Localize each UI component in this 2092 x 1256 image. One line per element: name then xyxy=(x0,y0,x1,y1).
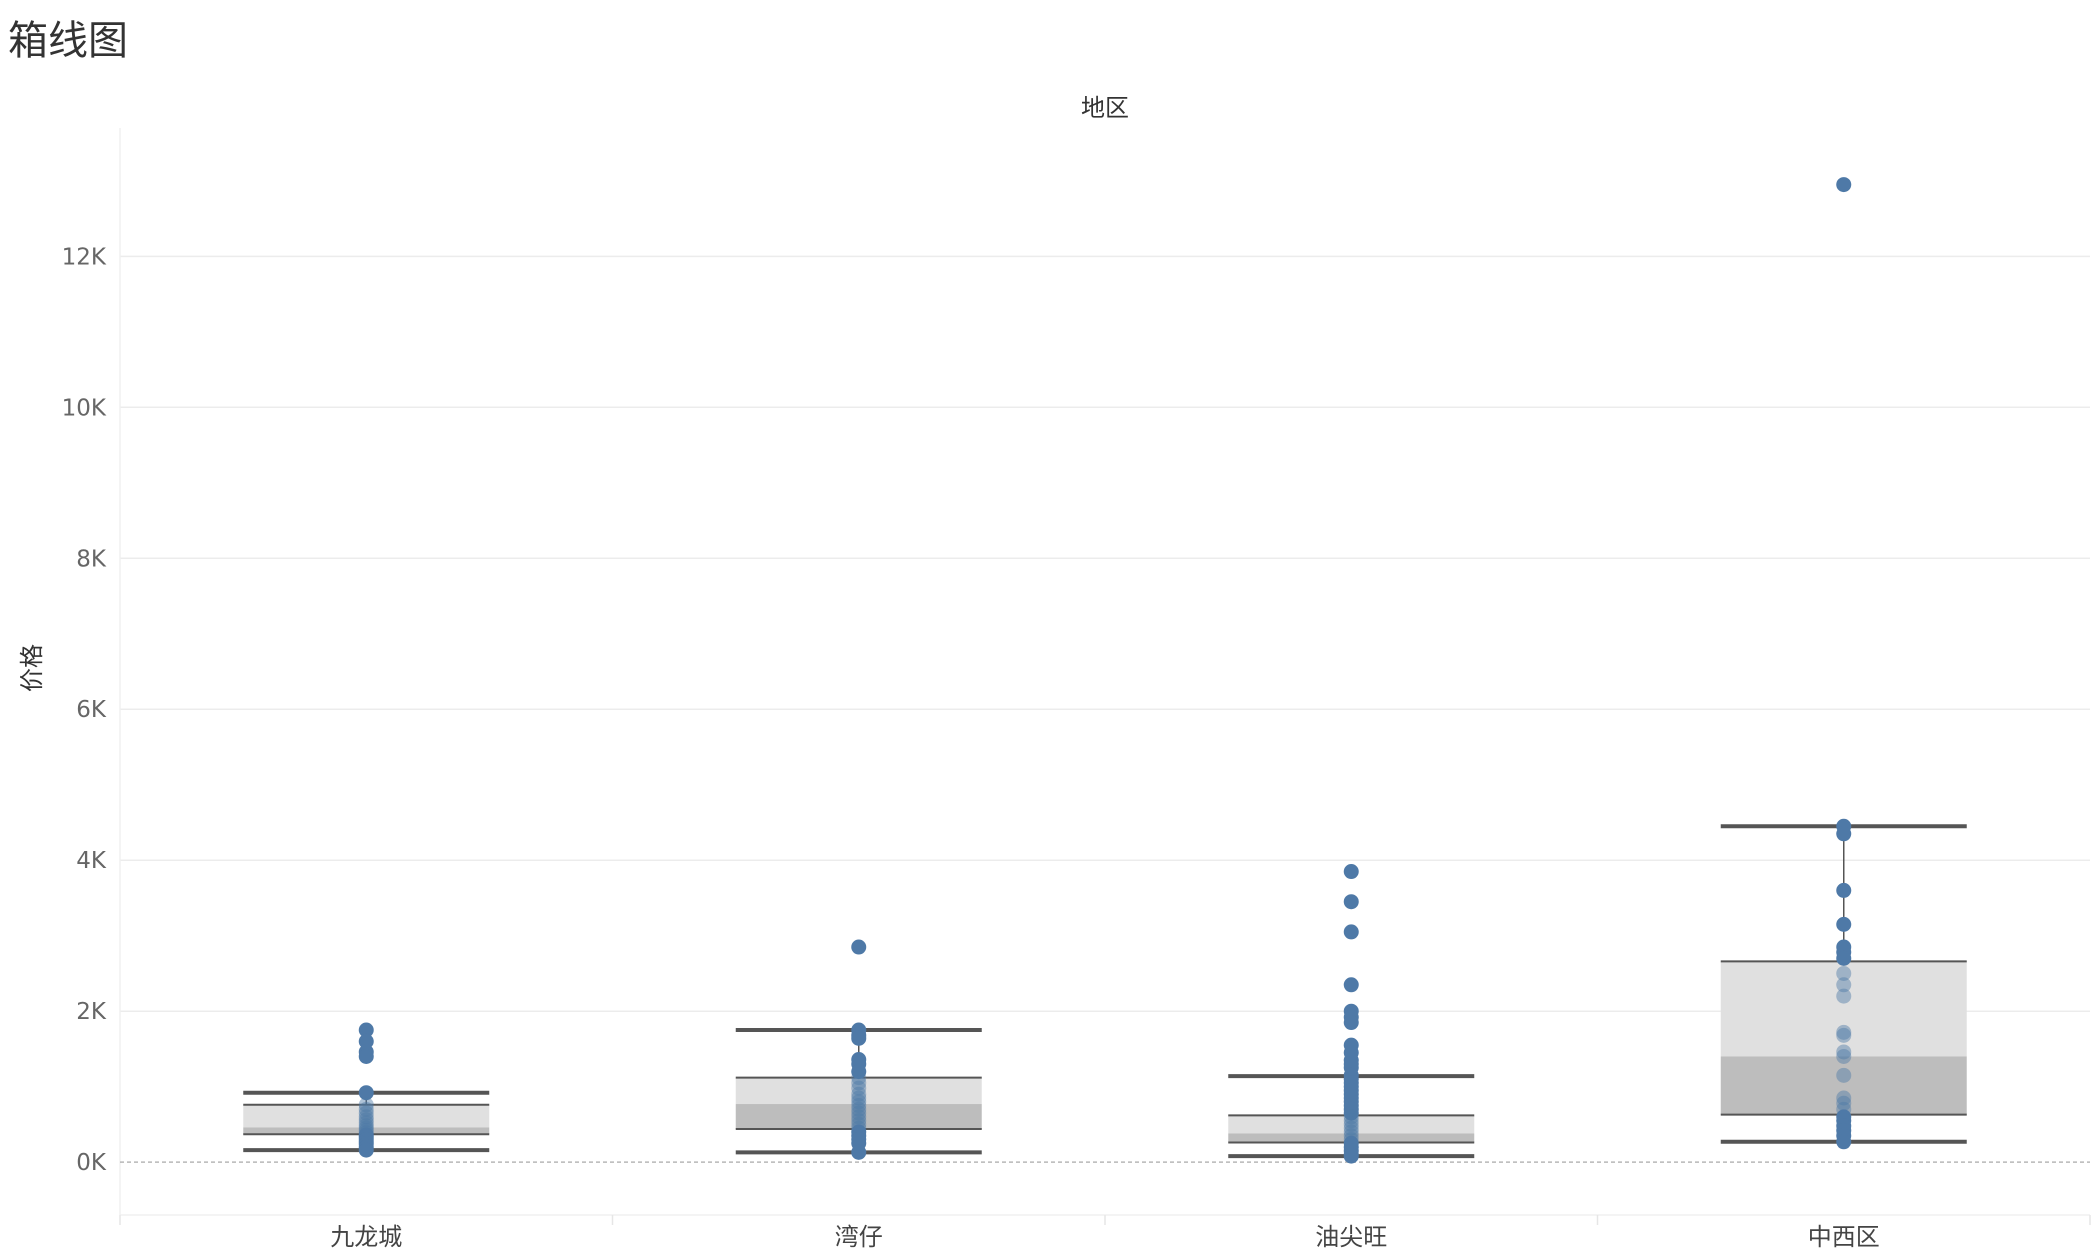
data-point xyxy=(1343,894,1359,910)
data-point xyxy=(1836,916,1852,932)
data-point xyxy=(1343,977,1359,993)
data-point xyxy=(1836,1134,1852,1150)
box-upper-half xyxy=(735,1077,982,1105)
data-point xyxy=(1836,965,1852,981)
data-point xyxy=(358,1115,374,1131)
data-point xyxy=(358,1109,374,1125)
data-point xyxy=(1836,177,1852,193)
column-header-title: 地区 xyxy=(1081,94,1129,122)
box-lower-half xyxy=(1720,1056,1967,1115)
data-point xyxy=(1836,950,1852,966)
data-point xyxy=(1836,1027,1852,1043)
data-point xyxy=(851,1101,867,1117)
data-point xyxy=(358,1085,374,1101)
data-point xyxy=(851,1064,867,1080)
data-point xyxy=(851,1094,867,1110)
box-upper-half xyxy=(1720,961,1967,1057)
data-point xyxy=(1343,1113,1359,1129)
data-point xyxy=(1836,1024,1852,1040)
data-point xyxy=(1343,1105,1359,1121)
y-tick-label: 2K xyxy=(76,999,107,1025)
data-point xyxy=(851,1113,867,1129)
y-tick-label: 4K xyxy=(76,848,107,874)
data-point xyxy=(358,1112,374,1128)
data-point xyxy=(1836,977,1852,993)
data-point xyxy=(851,1144,867,1160)
data-point xyxy=(1343,1109,1359,1125)
data-point xyxy=(1836,1048,1852,1064)
data-point xyxy=(1343,1120,1359,1136)
data-point xyxy=(358,1101,374,1117)
data-point xyxy=(358,1105,374,1121)
page-title: 箱线图 xyxy=(8,18,128,64)
x-category-label: 油尖旺 xyxy=(1315,1223,1387,1251)
data-point xyxy=(358,1022,374,1038)
data-point xyxy=(358,1033,374,1049)
data-point xyxy=(851,1109,867,1125)
data-point xyxy=(358,1048,374,1064)
data-point xyxy=(1343,924,1359,940)
box-upper-half xyxy=(1228,1115,1475,1134)
y-tick-label: 8K xyxy=(76,546,107,572)
data-point xyxy=(1836,1067,1852,1083)
data-point xyxy=(851,1070,867,1086)
y-axis-title: 价格 xyxy=(18,644,46,692)
data-point xyxy=(1836,826,1852,842)
x-category-label: 中西区 xyxy=(1808,1223,1880,1251)
data-point xyxy=(851,1086,867,1102)
data-point xyxy=(1343,1148,1359,1164)
x-category-label: 九龙城 xyxy=(330,1223,402,1251)
data-point xyxy=(1836,1095,1852,1111)
y-tick-label: 0K xyxy=(76,1150,107,1176)
y-tick-label: 10K xyxy=(62,395,107,421)
data-point xyxy=(1343,1116,1359,1132)
data-point xyxy=(1836,988,1852,1004)
y-tick-label: 12K xyxy=(62,244,107,270)
box-upper-half xyxy=(243,1104,490,1128)
data-point xyxy=(851,1098,867,1114)
data-point xyxy=(358,1097,374,1113)
data-point xyxy=(1343,864,1359,880)
data-point xyxy=(851,1090,867,1106)
data-point xyxy=(851,1080,867,1096)
data-point xyxy=(1836,1044,1852,1060)
data-point xyxy=(851,939,867,955)
x-category-label: 湾仔 xyxy=(835,1223,883,1251)
y-tick-label: 6K xyxy=(76,697,107,723)
data-point xyxy=(1836,1090,1852,1106)
data-point xyxy=(1836,882,1852,898)
data-point xyxy=(851,1030,867,1046)
data-point xyxy=(1343,1124,1359,1140)
data-point xyxy=(851,1075,867,1091)
data-point xyxy=(851,1105,867,1121)
data-point xyxy=(358,1142,374,1158)
data-point xyxy=(1343,1015,1359,1031)
